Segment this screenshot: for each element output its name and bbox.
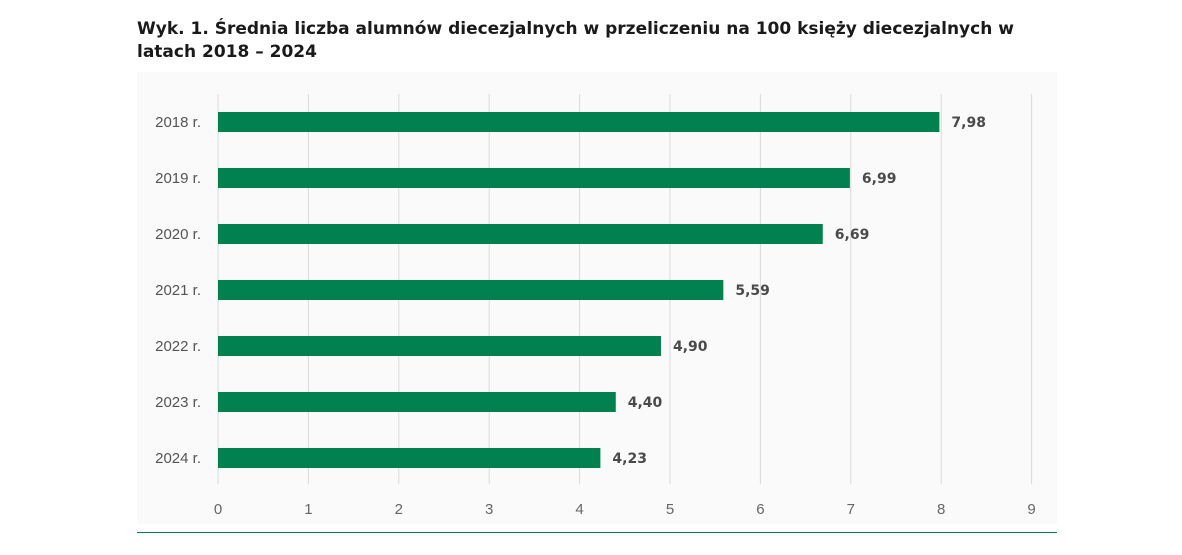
bar <box>218 168 850 188</box>
x-tick-label: 7 <box>847 501 855 518</box>
data-label: 6,99 <box>862 171 897 187</box>
x-tick-label: 1 <box>304 501 312 518</box>
category-label: 2020 r. <box>155 226 201 243</box>
x-tick-label: 4 <box>575 501 583 518</box>
x-tick-label: 3 <box>485 501 493 518</box>
bar <box>218 392 616 412</box>
data-label: 5,59 <box>735 283 770 299</box>
bar <box>218 280 724 300</box>
bar <box>218 336 661 356</box>
category-label: 2021 r. <box>155 282 201 299</box>
data-label: 4,40 <box>628 395 663 411</box>
x-tick-label: 8 <box>937 501 945 518</box>
x-tick-label: 9 <box>1027 501 1035 518</box>
x-tick-label: 0 <box>214 501 222 518</box>
x-tick-label: 6 <box>756 501 764 518</box>
data-label: 6,69 <box>835 227 870 243</box>
bottom-divider <box>137 532 1057 533</box>
bar <box>218 448 601 468</box>
category-label: 2019 r. <box>155 170 201 187</box>
x-tick-label: 2 <box>395 501 403 518</box>
x-tick-label: 5 <box>666 501 674 518</box>
data-label: 4,90 <box>673 339 708 355</box>
category-label: 2024 r. <box>155 450 201 467</box>
category-label: 2022 r. <box>155 338 201 355</box>
category-label: 2023 r. <box>155 394 201 411</box>
data-label: 7,98 <box>951 115 986 131</box>
bar <box>218 112 940 132</box>
bar <box>218 224 823 244</box>
chart-title: Wyk. 1. Średnia liczba alumnów diecezjal… <box>137 19 1014 62</box>
category-label: 2018 r. <box>155 114 201 131</box>
data-label: 4,23 <box>612 451 647 467</box>
